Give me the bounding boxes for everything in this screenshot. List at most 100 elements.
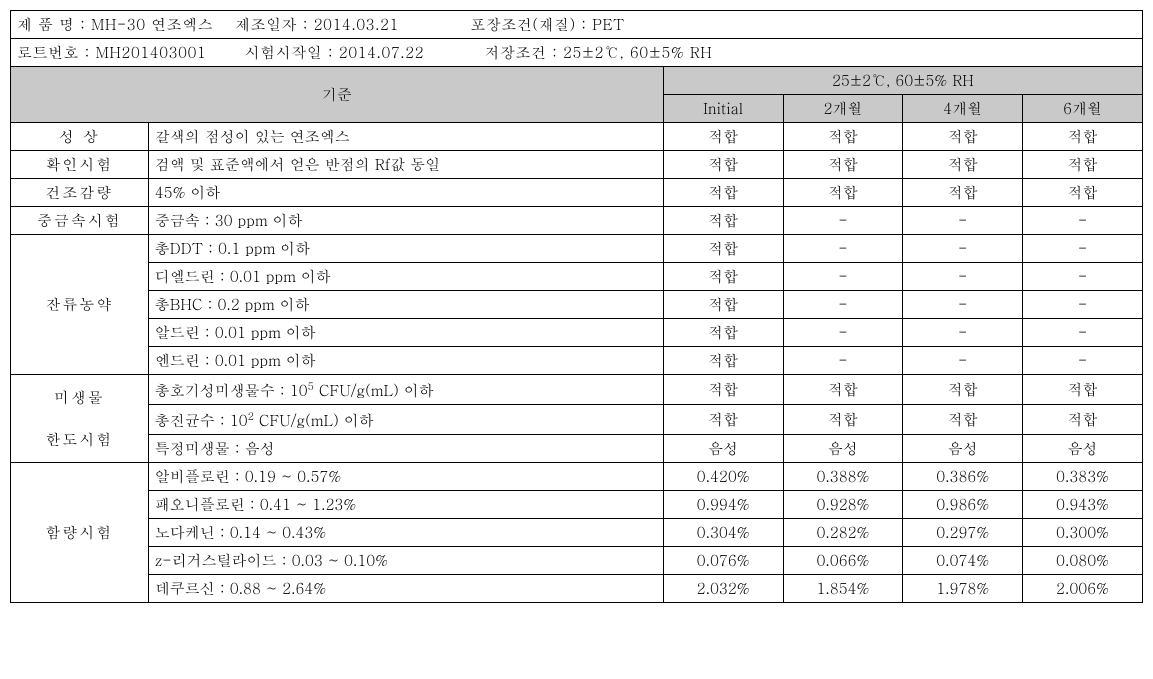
value-cell: -	[903, 263, 1023, 291]
value-cell: 0.300%	[1023, 519, 1143, 547]
value-cell: -	[903, 347, 1023, 375]
category-cell: 함량시험	[11, 463, 149, 603]
category-cell: 건조감량	[11, 179, 149, 207]
criteria-cell: 알비플로린 : 0.19 ~ 0.57%	[148, 463, 663, 491]
value-cell: 적합	[663, 235, 783, 263]
value-cell: 0.297%	[903, 519, 1023, 547]
value-cell: 적합	[1023, 179, 1143, 207]
storage-label: 저장조건 :	[485, 42, 558, 63]
value-cell: 0.066%	[783, 547, 903, 575]
table-row: 중금속시험중금속 : 30 ppm 이하적합---	[11, 207, 1143, 235]
value-cell: 0.928%	[783, 491, 903, 519]
value-cell: 적합	[783, 375, 903, 405]
value-cell: 적합	[903, 123, 1023, 151]
product-value: MH-30 연조엑스	[91, 14, 213, 35]
table-row: 성 상갈색의 점성이 있는 연조엑스적합적합적합적합	[11, 123, 1143, 151]
value-cell: 0.994%	[663, 491, 783, 519]
table-row: 건조감량45% 이하적합적합적합적합	[11, 179, 1143, 207]
criteria-cell: 총호기성미생물수 : 105 CFU/g(mL) 이하	[148, 375, 663, 405]
value-cell: -	[903, 319, 1023, 347]
table-row: 패오니플로린 : 0.41 ~ 1.23%0.994%0.928%0.986%0…	[11, 491, 1143, 519]
value-cell: 적합	[903, 179, 1023, 207]
value-cell: 음성	[783, 435, 903, 463]
table-row: 특정미생물 : 음성음성음성음성음성	[11, 435, 1143, 463]
value-cell: 0.282%	[783, 519, 903, 547]
value-cell: 적합	[1023, 375, 1143, 405]
table-row: 총BHC : 0.2 ppm 이하적합---	[11, 291, 1143, 319]
criteria-cell: 알드린 : 0.01 ppm 이하	[148, 319, 663, 347]
value-cell: 적합	[663, 179, 783, 207]
value-cell: 적합	[663, 375, 783, 405]
value-cell: -	[1023, 235, 1143, 263]
value-cell: 적합	[783, 151, 903, 179]
table-row: 함량시험알비플로린 : 0.19 ~ 0.57%0.420%0.388%0.38…	[11, 463, 1143, 491]
col-2m: 2개월	[783, 95, 903, 123]
criteria-cell: 검액 및 표준액에서 얻은 반점의 Rf값 동일	[148, 151, 663, 179]
value-cell: -	[903, 207, 1023, 235]
category-cell: 확인시험	[11, 151, 149, 179]
value-cell: -	[1023, 347, 1143, 375]
criteria-cell: 특정미생물 : 음성	[148, 435, 663, 463]
value-cell: 1.854%	[783, 575, 903, 603]
table-row: 미생물한도시험총호기성미생물수 : 105 CFU/g(mL) 이하적합적합적합…	[11, 375, 1143, 405]
table-row: 알드린 : 0.01 ppm 이하적합---	[11, 319, 1143, 347]
category-cell: 잔류농약	[11, 235, 149, 375]
col-6m: 6개월	[1023, 95, 1143, 123]
value-cell: 2.032%	[663, 575, 783, 603]
value-cell: -	[1023, 319, 1143, 347]
pack-value: PET	[592, 14, 625, 35]
value-cell: -	[1023, 291, 1143, 319]
info-line-1: 제 품 명 : MH-30 연조엑스 제조일자 : 2014.03.21 포장조…	[11, 11, 1143, 39]
mfg-value: 2014.03.21	[314, 14, 399, 35]
value-cell: 적합	[1023, 151, 1143, 179]
value-cell: 0.420%	[663, 463, 783, 491]
criteria-cell: 디엘드린 : 0.01 ppm 이하	[148, 263, 663, 291]
lot-value: MH201403001	[96, 42, 207, 63]
info-row-1: 제 품 명 : MH-30 연조엑스 제조일자 : 2014.03.21 포장조…	[11, 11, 1143, 39]
stability-test-table: 제 품 명 : MH-30 연조엑스 제조일자 : 2014.03.21 포장조…	[10, 10, 1143, 603]
value-cell: 적합	[663, 151, 783, 179]
storage-value: 25±2℃, 60±5% RH	[563, 42, 712, 63]
table-row: 총진균수 : 102 CFU/g(mL) 이하적합적합적합적합	[11, 405, 1143, 435]
criteria-cell: 총DDT : 0.1 ppm 이하	[148, 235, 663, 263]
value-cell: 2.006%	[1023, 575, 1143, 603]
table-row: z-리거스틸라이드 : 0.03 ~ 0.10%0.076%0.066%0.07…	[11, 547, 1143, 575]
value-cell: 적합	[783, 123, 903, 151]
value-cell: 음성	[1023, 435, 1143, 463]
colhead-row-1: 기준 25±2℃, 60±5% RH	[11, 67, 1143, 95]
value-cell: 음성	[903, 435, 1023, 463]
value-cell: 적합	[903, 375, 1023, 405]
value-cell: 적합	[1023, 405, 1143, 435]
value-cell: 0.386%	[903, 463, 1023, 491]
criteria-cell: 갈색의 점성이 있는 연조엑스	[148, 123, 663, 151]
criteria-cell: 데쿠르신 : 0.88 ~ 2.64%	[148, 575, 663, 603]
value-cell: 0.383%	[1023, 463, 1143, 491]
value-cell: 0.986%	[903, 491, 1023, 519]
criteria-cell: z-리거스틸라이드 : 0.03 ~ 0.10%	[148, 547, 663, 575]
value-cell: 적합	[663, 207, 783, 235]
start-label: 시험시작일 :	[245, 42, 334, 63]
value-cell: 적합	[903, 405, 1023, 435]
value-cell: 1.978%	[903, 575, 1023, 603]
pack-label: 포장조건(재질) :	[470, 14, 586, 35]
value-cell: 적합	[663, 347, 783, 375]
category-cell: 중금속시험	[11, 207, 149, 235]
value-cell: 적합	[663, 123, 783, 151]
value-cell: 적합	[663, 263, 783, 291]
criteria-cell: 중금속 : 30 ppm 이하	[148, 207, 663, 235]
criteria-cell: 45% 이하	[148, 179, 663, 207]
value-cell: -	[783, 235, 903, 263]
value-cell: -	[783, 319, 903, 347]
value-cell: -	[903, 291, 1023, 319]
condition-header: 25±2℃, 60±5% RH	[663, 67, 1142, 95]
mfg-label: 제조일자 :	[235, 14, 308, 35]
table-row: 노다케닌 : 0.14 ~ 0.43%0.304%0.282%0.297%0.3…	[11, 519, 1143, 547]
col-4m: 4개월	[903, 95, 1023, 123]
value-cell: 0.074%	[903, 547, 1023, 575]
criteria-header: 기준	[11, 67, 664, 123]
table-row: 데쿠르신 : 0.88 ~ 2.64%2.032%1.854%1.978%2.0…	[11, 575, 1143, 603]
criteria-cell: 패오니플로린 : 0.41 ~ 1.23%	[148, 491, 663, 519]
value-cell: 0.388%	[783, 463, 903, 491]
start-value: 2014.07.22	[339, 42, 424, 63]
col-initial: Initial	[663, 95, 783, 123]
